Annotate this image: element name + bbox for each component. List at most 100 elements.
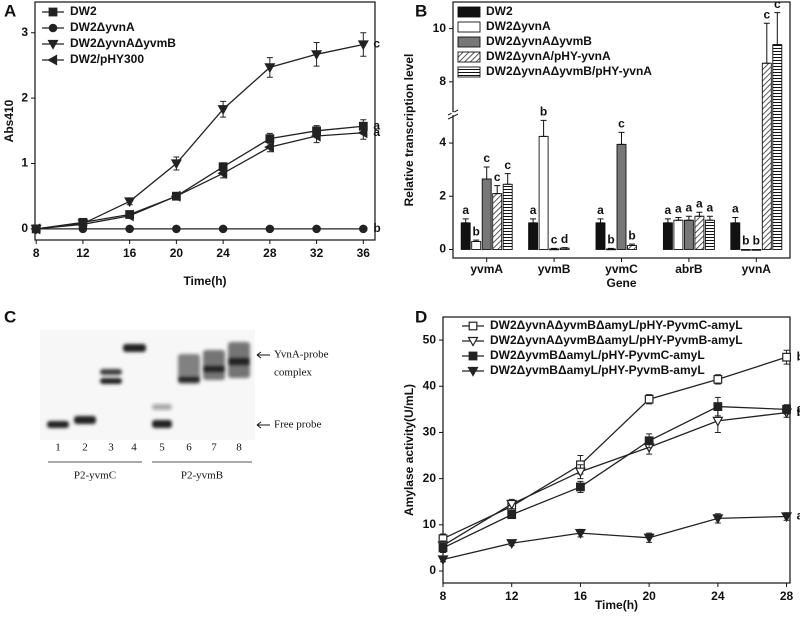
marker: [643, 533, 655, 544]
marker: [467, 336, 479, 347]
y-tick-label: 20: [423, 471, 437, 485]
end-label: b: [373, 221, 380, 235]
panel-label: C: [4, 307, 16, 326]
marker: [311, 50, 323, 61]
lane-label: 2: [82, 442, 88, 454]
legend-swatch: [457, 51, 481, 63]
panel-label: D: [415, 307, 427, 326]
legend-label: DW2ΔyvnAΔyvmB/pHY-yvnA: [486, 64, 652, 78]
significance-label: a: [707, 200, 714, 214]
legend-label: DW2: [486, 4, 513, 18]
band: [203, 366, 225, 372]
series-line: [442, 515, 787, 561]
lane-label: 5: [159, 442, 165, 454]
error-bar: [685, 215, 692, 221]
significance-label: b: [540, 105, 547, 119]
x-tick-label: 32: [310, 246, 324, 260]
free-probe-label: Free probe: [274, 419, 321, 431]
error-bar: [706, 215, 713, 221]
marker: [506, 539, 518, 550]
marker: [712, 416, 724, 427]
x-axis-title: Gene: [606, 276, 636, 290]
legend-label: DW2ΔyvmBΔamyL/pHY-PyvmB-amyL: [490, 363, 705, 377]
y-tick-label: 0: [439, 242, 446, 256]
bar: [502, 183, 513, 250]
arrow: [256, 351, 270, 359]
band: [74, 416, 96, 424]
end-label: a: [373, 125, 380, 139]
bar: [460, 222, 471, 250]
error-bar: [608, 247, 614, 250]
error-bar: [675, 217, 682, 221]
legend-label: DW2: [70, 4, 97, 18]
bar: [730, 222, 741, 250]
significance-label: a: [665, 203, 672, 217]
error-bar: [483, 166, 490, 180]
complex-label: complex: [274, 367, 312, 379]
end-label: a: [797, 509, 800, 523]
marker: [218, 224, 228, 234]
legend-label: DW2ΔyvnA: [70, 20, 135, 34]
error-bar: [763, 22, 770, 64]
marker: [713, 374, 723, 384]
error-bar: [462, 218, 469, 224]
significance-label: a: [675, 202, 682, 216]
marker: [48, 7, 58, 17]
significance-label: c: [551, 233, 558, 247]
series-line: [36, 43, 364, 230]
marker: [574, 529, 586, 539]
marker: [576, 482, 585, 492]
marker: [124, 197, 136, 208]
bar: [740, 249, 751, 251]
bar: [616, 143, 627, 250]
marker: [264, 63, 276, 74]
marker: [312, 224, 321, 234]
significance-label: b: [753, 234, 760, 248]
error-bar: [732, 217, 739, 224]
bar: [662, 222, 673, 250]
x-tick-label: 24: [216, 246, 230, 260]
complex-label: YvnA-probe: [274, 349, 329, 361]
legend-swatch: [457, 36, 481, 48]
band: [123, 344, 146, 352]
marker: [781, 512, 793, 523]
marker: [713, 402, 723, 411]
group-label: P2-yvmC: [74, 470, 116, 482]
marker: [172, 224, 181, 234]
lane-label: 8: [236, 442, 242, 454]
y-tick-label: 50: [423, 332, 437, 346]
bar: [673, 219, 684, 250]
significance-label: b: [473, 224, 480, 238]
significance-label: c: [774, 0, 781, 11]
error-bar: [561, 247, 568, 249]
marker: [782, 404, 791, 414]
band: [203, 350, 225, 380]
marker: [437, 555, 449, 566]
series-line: [442, 411, 787, 547]
gel-bands: [47, 342, 250, 428]
error-bar: [540, 119, 547, 137]
panel-label: A: [4, 1, 16, 20]
marker: [467, 366, 479, 377]
marker: [357, 127, 368, 139]
bar: [694, 215, 705, 250]
marker: [125, 224, 134, 234]
error-bar: [618, 131, 625, 145]
series-line: [36, 125, 364, 230]
x-tick-label: 8: [33, 246, 40, 260]
y-tick-label: 2: [21, 90, 28, 104]
plot-frame: [442, 316, 791, 584]
error-bar: [473, 239, 480, 243]
x-tick-label: 20: [642, 589, 656, 603]
lane-label: 6: [186, 442, 192, 454]
lane-labels: 1 2 3 4 5 6 7 8: [55, 442, 242, 454]
marker: [47, 39, 59, 50]
marker: [30, 223, 41, 235]
lane-label: 3: [108, 442, 114, 454]
bar: [704, 219, 715, 250]
series-line: [442, 405, 787, 549]
marker: [48, 23, 58, 33]
y-axis-title: Relative transcription level: [402, 54, 416, 207]
marker: [265, 134, 275, 144]
marker: [507, 510, 517, 520]
